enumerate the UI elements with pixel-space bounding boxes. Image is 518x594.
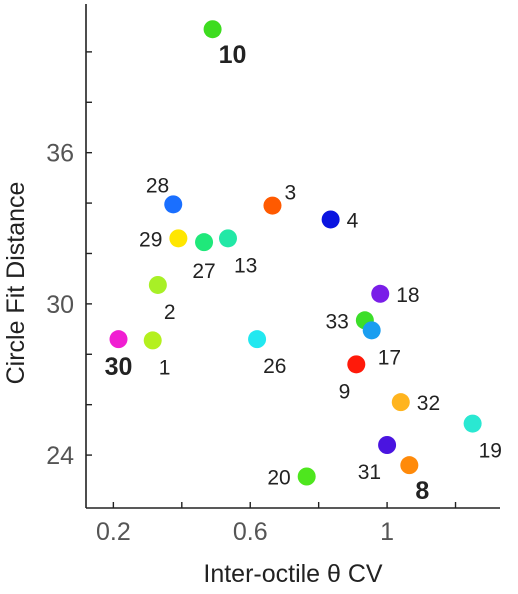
point-label-20: 20 bbox=[267, 467, 290, 490]
y-axis-title: Circle Fit Distance bbox=[2, 182, 30, 385]
point-label-28: 28 bbox=[146, 174, 169, 197]
point-label-31: 31 bbox=[358, 461, 381, 484]
data-point-26 bbox=[248, 330, 267, 349]
point-label-13: 13 bbox=[234, 254, 257, 277]
point-label-17: 17 bbox=[378, 346, 401, 369]
data-point-20 bbox=[297, 467, 316, 486]
data-point-31 bbox=[378, 436, 397, 454]
data-point-10 bbox=[203, 20, 222, 39]
y-tick-label: 30 bbox=[46, 291, 74, 319]
data-point-30 bbox=[109, 330, 128, 349]
point-label-4: 4 bbox=[347, 209, 359, 232]
x-tick-label: 0.6 bbox=[233, 518, 268, 546]
data-point-17 bbox=[362, 321, 381, 340]
point-label-30: 30 bbox=[105, 353, 133, 381]
x-tick-label: 0.2 bbox=[96, 518, 131, 546]
x-tick-label: 1 bbox=[380, 518, 394, 546]
data-point-13 bbox=[218, 229, 237, 248]
point-label-26: 26 bbox=[263, 355, 286, 378]
point-label-32: 32 bbox=[417, 392, 440, 415]
data-point-27 bbox=[195, 233, 214, 252]
data-point-28 bbox=[164, 195, 183, 214]
point-label-29: 29 bbox=[139, 228, 162, 251]
point-label-10: 10 bbox=[219, 41, 247, 69]
data-point-2 bbox=[148, 275, 167, 294]
point-label-1: 1 bbox=[159, 356, 171, 379]
point-label-33: 33 bbox=[325, 310, 348, 333]
data-point-18 bbox=[371, 284, 390, 303]
point-label-27: 27 bbox=[192, 260, 215, 283]
data-point-3 bbox=[263, 196, 282, 215]
data-point-9 bbox=[347, 355, 366, 374]
point-label-9: 9 bbox=[339, 380, 351, 403]
point-label-2: 2 bbox=[164, 301, 176, 324]
data-point-19 bbox=[463, 414, 482, 433]
data-point-29 bbox=[169, 229, 188, 248]
point-label-3: 3 bbox=[284, 182, 296, 205]
data-point-32 bbox=[391, 393, 410, 412]
y-tick-label: 36 bbox=[46, 140, 74, 168]
point-labels: 10 3 28 4 29 27 13 2 18 33 17 30 1 26 9 32 19 31 8 20 bbox=[105, 41, 502, 505]
data-point-1 bbox=[143, 331, 162, 350]
point-label-8: 8 bbox=[415, 477, 429, 505]
point-label-19: 19 bbox=[479, 440, 502, 463]
y-tick-label: 24 bbox=[46, 442, 74, 470]
data-point-8 bbox=[400, 456, 419, 475]
data-point-4 bbox=[321, 210, 340, 229]
point-label-18: 18 bbox=[396, 284, 419, 307]
x-axis-title: Inter-octile θ CV bbox=[203, 560, 383, 588]
data-points bbox=[109, 20, 482, 486]
